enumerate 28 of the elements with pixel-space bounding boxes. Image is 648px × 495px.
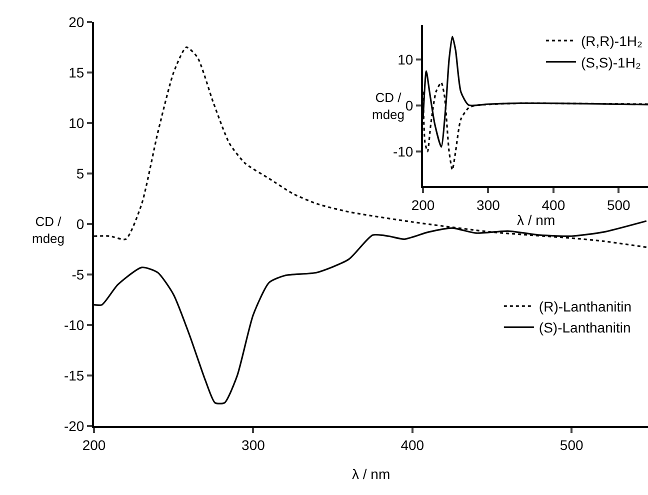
y-tick-label: 10 [398, 51, 414, 68]
x-tick-label: 200 [82, 436, 106, 453]
legend-label: (S,S)-1H₂ [581, 54, 641, 70]
y-tick-label: 0 [405, 97, 414, 114]
x-tick-label: 500 [560, 436, 584, 453]
y-tick-label: -5 [72, 266, 84, 282]
x-axis-title: λ / nm [517, 212, 556, 228]
x-tick-label: 400 [542, 196, 566, 213]
y-tick-label: 20 [68, 14, 84, 30]
legend-label: (R)-Lanthanitin [538, 298, 632, 314]
y-tick-label: 10 [68, 114, 84, 131]
x-tick-label: 200 [411, 196, 435, 213]
y-tick-label: -20 [64, 418, 84, 434]
y-tick-label: -10 [392, 143, 414, 160]
y-axis-title: CD / mdeg [32, 214, 65, 246]
y-tick-label: -10 [64, 316, 84, 333]
x-tick-label: 400 [400, 436, 424, 453]
x-tick-label: 300 [476, 196, 500, 213]
y-tick-label: -15 [64, 367, 84, 384]
x-tick-label: 500 [606, 196, 631, 213]
legend-label: (R,R)-1H₂ [581, 33, 642, 50]
y-tick-label: 5 [76, 165, 84, 182]
x-tick-label: 300 [242, 436, 266, 453]
y-tick-label: 0 [76, 216, 84, 232]
y-axis-title: CD / mdeg [372, 90, 405, 122]
legend-label: (S)-Lanthanitin [538, 320, 631, 336]
y-tick-label: 15 [68, 64, 84, 80]
x-axis-title: λ / nm [352, 466, 390, 482]
